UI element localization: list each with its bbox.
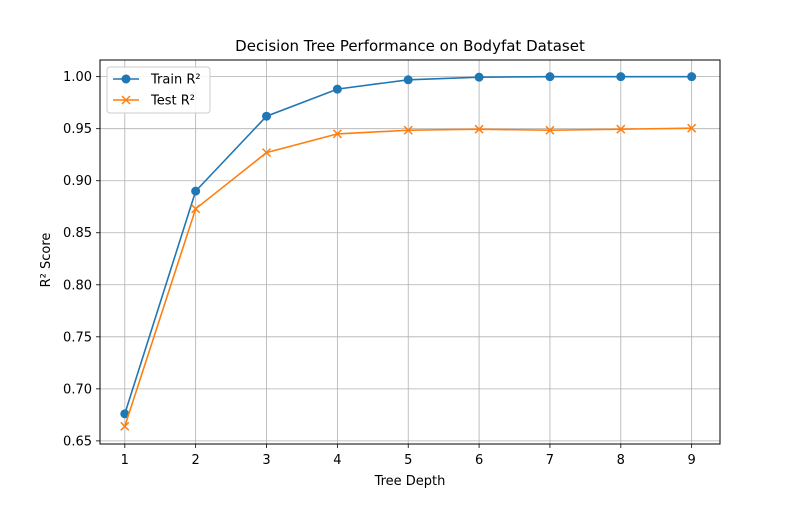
x-tick-label: 7 <box>546 453 554 468</box>
legend-label: Test R² <box>150 94 195 109</box>
data-point-train <box>616 72 626 82</box>
data-point-train <box>545 72 555 82</box>
data-point-test <box>687 123 697 133</box>
x-tick-label: 4 <box>333 453 341 468</box>
legend-marker <box>121 95 131 105</box>
data-point-train <box>687 72 697 82</box>
data-point-train <box>474 72 484 82</box>
y-axis-label: R² Score <box>39 233 54 288</box>
y-tick-label: 0.95 <box>63 122 92 137</box>
x-tick-label: 5 <box>404 453 412 468</box>
x-tick-label: 6 <box>475 453 483 468</box>
legend-item-test: Test R² <box>113 94 195 109</box>
x-tick-label: 2 <box>192 453 200 468</box>
grid <box>100 60 720 444</box>
data-point-test <box>403 125 413 135</box>
y-tick-label: 0.85 <box>63 226 92 241</box>
data-point-test <box>474 124 484 134</box>
y-tick-label: 0.70 <box>63 382 92 397</box>
data-point-test <box>120 421 130 431</box>
data-point-test <box>332 129 342 139</box>
x-tick-label: 9 <box>688 453 696 468</box>
legend-marker <box>121 74 131 84</box>
data-point-train <box>262 111 272 121</box>
series-test <box>120 123 697 431</box>
x-tick-label: 1 <box>121 453 129 468</box>
legend-label: Train R² <box>150 73 201 88</box>
series-layer <box>120 72 697 431</box>
data-point-train <box>403 75 413 85</box>
chart-title: Decision Tree Performance on Bodyfat Dat… <box>235 37 585 55</box>
plot-area-frame <box>99 59 721 445</box>
y-tick-label: 0.90 <box>63 174 92 189</box>
y-tick-label: 1.00 <box>63 70 92 85</box>
x-tick-label: 8 <box>617 453 625 468</box>
y-tick-label: 0.65 <box>63 434 92 449</box>
legend-item-train: Train R² <box>113 73 201 88</box>
data-point-test <box>616 124 626 134</box>
ticks: 1 2 3 4 5 6 7 8 9 0.65 0.70 0.75 0.80 0.85 0.90 0.95 1.0… <box>63 70 696 468</box>
x-axis-label: Tree Depth <box>374 474 446 489</box>
y-tick-label: 0.75 <box>63 330 92 345</box>
data-point-test <box>191 204 201 214</box>
x-tick-label: 3 <box>262 453 270 468</box>
data-point-train <box>191 186 201 196</box>
legend: Train R² Test R² <box>106 66 211 114</box>
data-point-test <box>261 148 272 158</box>
data-point-test <box>545 125 555 135</box>
data-point-train <box>332 84 342 94</box>
series-train <box>120 72 697 419</box>
y-tick-label: 0.80 <box>63 278 92 293</box>
